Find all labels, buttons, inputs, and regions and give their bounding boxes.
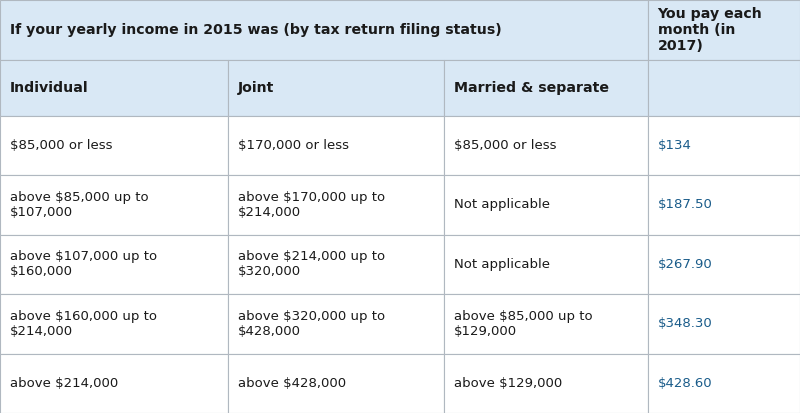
Text: Married & separate: Married & separate [454, 81, 609, 95]
Text: Not applicable: Not applicable [454, 258, 550, 271]
Bar [228, 175, 444, 235]
Bar [0, 116, 228, 175]
Text: above $170,000 up to
$214,000: above $170,000 up to $214,000 [238, 191, 385, 219]
Text: $85,000 or less: $85,000 or less [454, 139, 556, 152]
Bar [0, 354, 228, 413]
Bar [228, 354, 444, 413]
Text: above $320,000 up to
$428,000: above $320,000 up to $428,000 [238, 310, 385, 338]
Bar [648, 60, 800, 116]
Text: above $85,000 up to
$129,000: above $85,000 up to $129,000 [454, 310, 592, 338]
Text: Individual: Individual [10, 81, 88, 95]
Text: $348.30: $348.30 [658, 317, 712, 330]
Bar [648, 354, 800, 413]
Bar [444, 116, 648, 175]
Bar [228, 116, 444, 175]
Bar [444, 175, 648, 235]
Bar [228, 60, 444, 116]
Text: You pay each
month (in
2017): You pay each month (in 2017) [658, 7, 762, 53]
Bar [0, 60, 228, 116]
Bar [0, 0, 648, 60]
Text: above $160,000 up to
$214,000: above $160,000 up to $214,000 [10, 310, 157, 338]
Text: $134: $134 [658, 139, 691, 152]
Text: above $214,000: above $214,000 [10, 377, 118, 390]
Text: above $129,000: above $129,000 [454, 377, 562, 390]
Text: $267.90: $267.90 [658, 258, 712, 271]
Bar [228, 294, 444, 354]
Text: Not applicable: Not applicable [454, 198, 550, 211]
Text: $170,000 or less: $170,000 or less [238, 139, 349, 152]
Bar [648, 175, 800, 235]
Text: above $85,000 up to
$107,000: above $85,000 up to $107,000 [10, 191, 148, 219]
Text: $85,000 or less: $85,000 or less [10, 139, 112, 152]
Text: $187.50: $187.50 [658, 198, 713, 211]
Bar [0, 175, 228, 235]
Bar [0, 235, 228, 294]
Bar [444, 354, 648, 413]
Text: Joint: Joint [238, 81, 274, 95]
Bar [648, 294, 800, 354]
Bar [648, 116, 800, 175]
Text: above $107,000 up to
$160,000: above $107,000 up to $160,000 [10, 250, 157, 278]
Bar [648, 0, 800, 60]
Text: above $214,000 up to
$320,000: above $214,000 up to $320,000 [238, 250, 385, 278]
Bar [648, 235, 800, 294]
Text: If your yearly income in 2015 was (by tax return filing status): If your yearly income in 2015 was (by ta… [10, 23, 502, 37]
Text: $428.60: $428.60 [658, 377, 712, 390]
Bar [228, 235, 444, 294]
Bar [444, 235, 648, 294]
Bar [444, 294, 648, 354]
Bar [0, 294, 228, 354]
Bar [444, 60, 648, 116]
Text: above $428,000: above $428,000 [238, 377, 346, 390]
